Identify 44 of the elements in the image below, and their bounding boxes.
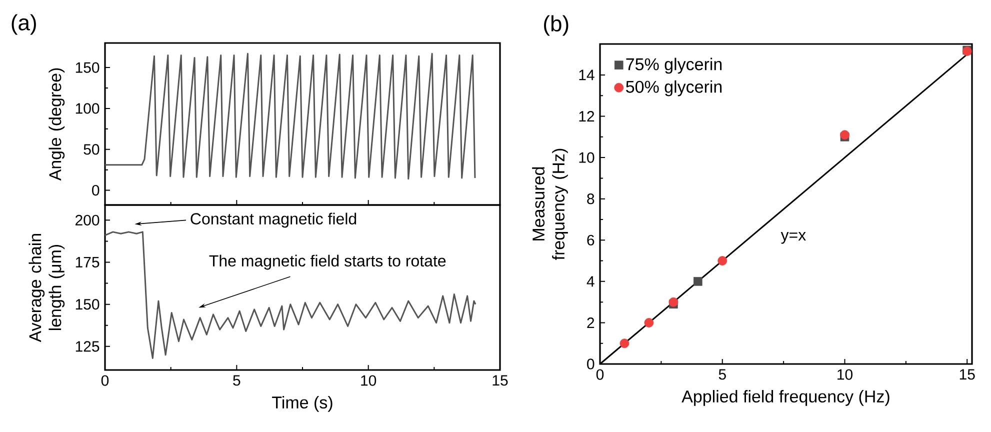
- y-tick-label: 50: [84, 144, 100, 155]
- y-axis-title: Angle (degree): [48, 68, 65, 181]
- x-tick-label: 15: [960, 369, 975, 380]
- y-tick-label: 100: [76, 103, 100, 114]
- point: [694, 277, 702, 286]
- chart-title: (b): [544, 15, 568, 36]
- y-tick-label: 8: [587, 194, 594, 204]
- x-axis-title: Applied field frequency (Hz): [682, 390, 890, 406]
- line-series: [104, 231, 476, 359]
- point: [644, 318, 654, 328]
- y-tick-label: 150: [76, 62, 100, 73]
- y-tick-label: 0: [92, 184, 100, 196]
- y-tick-label: 0: [587, 358, 594, 370]
- chart-title: (a): [12, 14, 36, 35]
- y-tick-label: 175: [76, 257, 100, 268]
- line-series: [104, 52, 476, 180]
- x-tick-label: 5: [233, 375, 240, 386]
- x-tick-label: 0: [101, 375, 109, 386]
- point: [620, 338, 630, 348]
- y-tick-label: 200: [76, 214, 100, 226]
- point: [718, 256, 728, 266]
- x-tick-label: 15: [492, 375, 508, 386]
- y-tick-label: 14: [579, 70, 594, 80]
- point: [840, 130, 850, 140]
- legend-label: 75% glycerin: [626, 58, 722, 74]
- x-axis-title: Time (s): [272, 396, 332, 412]
- y-axis-title: Measured frequency (Hz): [532, 148, 568, 260]
- y-tick-label: 2: [587, 317, 594, 328]
- annotation: Constant magnetic field: [190, 212, 356, 228]
- y-tick-label: 4: [586, 276, 594, 287]
- x-tick-label: 5: [718, 369, 726, 380]
- y-tick-label: 12: [579, 111, 594, 122]
- y-tick-label: 125: [76, 341, 100, 352]
- y-tick-label: 10: [579, 152, 594, 163]
- point: [668, 297, 678, 307]
- x-tick-label: 0: [596, 369, 604, 380]
- annotation: y=x: [780, 232, 806, 244]
- y-tick-label: 150: [76, 299, 100, 310]
- y-axis-title: Average chain length (μm): [28, 234, 65, 342]
- annotation: The magnetic field starts to rotate: [209, 254, 446, 270]
- x-tick-label: 10: [361, 375, 376, 386]
- x-tick-label: 10: [838, 369, 852, 380]
- y-tick-label: 6: [587, 234, 594, 246]
- legend-label: 50% glycerin: [626, 80, 722, 96]
